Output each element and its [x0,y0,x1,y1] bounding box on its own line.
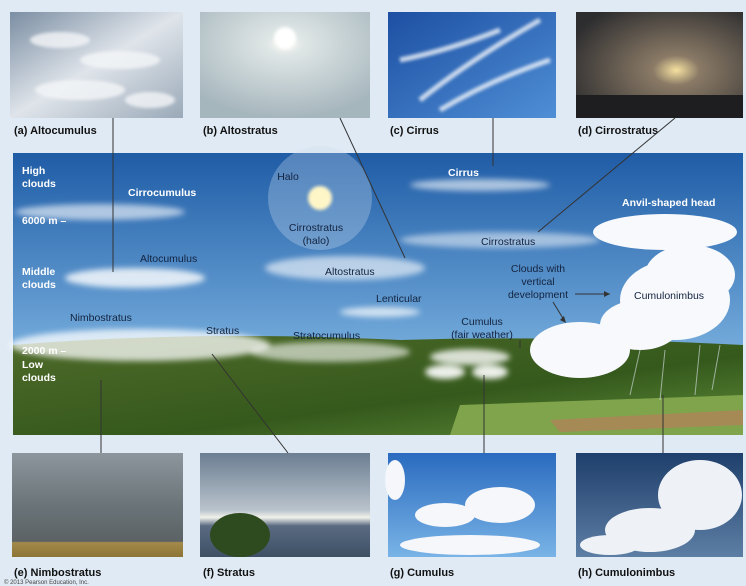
caption: (a) Altocumulus [14,125,97,137]
cloud-label: Cumulonimbus [634,290,704,302]
cloud-label: Anvil-shaped head [622,197,715,209]
cloud-label: Stratocumulus [293,330,360,342]
cloud-label: Cirrocumulus [128,187,196,199]
captions-bottom: (e) Nimbostratus (f) Stratus (g) Cumulus… [14,567,675,579]
caption: (b) Altostratus [203,125,278,137]
cloud-label: Stratus [206,325,239,337]
photo-row-top [10,12,743,118]
cloud-label: Altocumulus [140,253,197,265]
cloud-label: clouds [22,178,56,190]
cloud-label: Cirrostratus [481,236,535,248]
cloud-label: Altostratus [325,266,375,278]
caption: (f) Stratus [203,567,255,579]
cloud-label: Cirrus [448,167,479,179]
cloud-label: 6000 m – [22,215,67,227]
cloud-label: Lenticular [376,293,422,305]
cloud-label: Low [22,359,44,371]
cloud-diagram: (a) Altocumulus (b) Altostratus (c) Cirr… [0,0,746,586]
cloud-label: clouds [22,372,56,384]
photo-nimbostratus [12,453,183,557]
caption: (e) Nimbostratus [14,567,101,579]
cloud-label: clouds [22,279,56,291]
cloud-label: Cumulus [461,316,502,328]
caption: (h) Cumulonimbus [578,567,675,579]
cloud-label: High [22,165,45,177]
caption: (d) Cirrostratus [578,125,658,137]
cloud-label: (fair weather) [451,329,513,341]
caption: (g) Cumulus [390,567,454,579]
cloud-label: Nimbostratus [70,312,132,324]
cloud-label: (halo) [303,235,330,247]
copyright: © 2013 Pearson Education, Inc. [4,579,89,586]
caption: (c) Cirrus [390,125,439,137]
captions-top: (a) Altocumulus (b) Altostratus (c) Cirr… [14,125,658,137]
cloud-label: Halo [277,171,299,183]
cloud-label: Middle [22,266,55,278]
cloud-label: vertical [521,276,554,288]
cloud-label: Clouds with [511,263,565,275]
cloud-label: Cirrostratus [289,222,343,234]
photo-row-bottom [12,453,743,557]
cloud-label: 2000 m – [22,345,67,357]
cloud-label: development [508,289,568,301]
